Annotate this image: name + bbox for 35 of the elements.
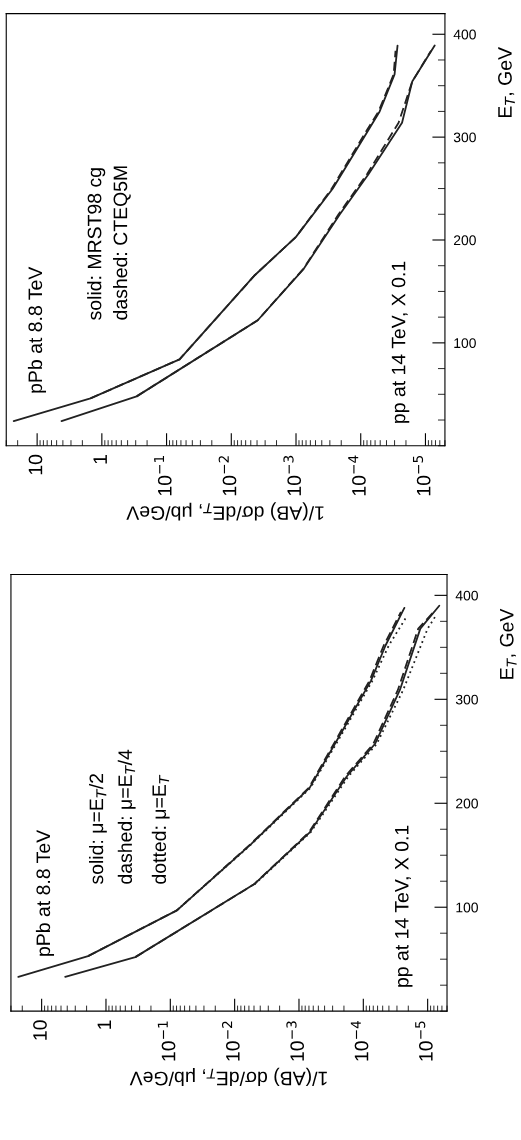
y-tick-label: 400 [453, 29, 476, 40]
annotation: solid: μ=E$_{T}$/2 [88, 773, 107, 885]
annotation: pPb at 8.8 TeV [27, 266, 47, 393]
x-tick-label: 1 [93, 455, 107, 464]
x-tick-label: 10$^{−4}$ [350, 1020, 369, 1061]
x-tick-label: 10$^{−1}$ [157, 1021, 176, 1061]
annotation: dashed: μ=E$_{T}$/4 [117, 749, 136, 884]
x-tick-label: 10 [33, 1020, 47, 1040]
y-axis-title: E$_{T}$, GeV [499, 608, 517, 679]
y-tick-label: 300 [453, 132, 476, 143]
y-tick-label: 200 [453, 235, 476, 246]
y-axis-title: E$_{T}$, GeV [498, 47, 515, 118]
annotation: pPb at 8.8 TeV [35, 829, 55, 956]
x-tick-label: 10 [28, 454, 43, 475]
annotation: dashed: CTEQ5M [113, 166, 131, 320]
annotation: solid: MRST98 cg [87, 168, 106, 320]
x-tick-label: 10$^{−3}$ [283, 455, 302, 496]
x-tick-label: 10$^{−1}$ [154, 456, 172, 496]
y-tick-label: 100 [454, 338, 476, 349]
x-axis-title: 1/(AB) dσ/dE$_{T}$, μb/GeV [129, 1067, 327, 1086]
x-tick-label: 1 [97, 1020, 111, 1029]
y-tick-label: 100 [456, 902, 478, 913]
x-axis-title: 1/(AB) dσ/dE$_{T}$, μb/GeV [126, 502, 324, 521]
x-tick-label: 10$^{−2}$ [221, 1021, 240, 1061]
x-tick-label: 10$^{−4}$ [348, 455, 366, 496]
y-tick-label: 300 [455, 694, 478, 705]
y-tick-label: 200 [456, 798, 478, 809]
y-tick-label: 400 [455, 590, 478, 601]
x-tick-label: 10$^{−5}$ [412, 455, 431, 496]
x-tick-label: 10$^{−2}$ [218, 456, 237, 496]
annotation: pp at 14 TeV, X 0.1 [394, 825, 413, 987]
x-tick-label: 10$^{−3}$ [286, 1021, 305, 1061]
annotation: pp at 14 TeV, X 0.1 [391, 261, 410, 423]
x-tick-label: 10$^{−5}$ [415, 1021, 433, 1061]
annotation: dotted: μ=E$_{T}$ [151, 774, 170, 884]
